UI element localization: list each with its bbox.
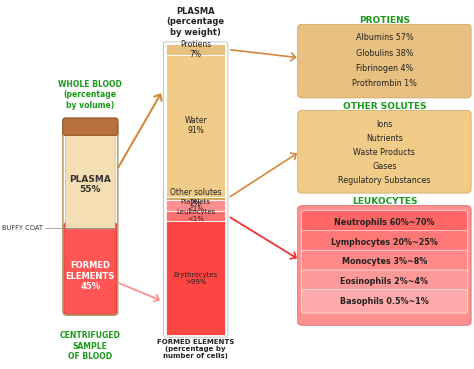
Text: BUFFY COAT: BUFFY COAT <box>2 225 43 231</box>
Text: Globulins 38%: Globulins 38% <box>356 49 413 58</box>
FancyBboxPatch shape <box>301 211 467 234</box>
Text: OTHER SOLUTES: OTHER SOLUTES <box>343 102 426 111</box>
Text: FORMED
ELEMENTS
45%: FORMED ELEMENTS 45% <box>66 261 115 291</box>
Text: PROTIENS: PROTIENS <box>359 16 410 25</box>
FancyBboxPatch shape <box>64 223 117 314</box>
Bar <box>166 200 225 211</box>
FancyBboxPatch shape <box>301 250 467 273</box>
Text: Gases: Gases <box>372 162 397 171</box>
Text: Other solutes
2%: Other solutes 2% <box>170 189 221 208</box>
Text: PLASMA
(percentage
by weight): PLASMA (percentage by weight) <box>166 7 225 37</box>
Text: Leukocytes
<1%: Leukocytes <1% <box>176 210 215 223</box>
Text: Fibrinogen 4%: Fibrinogen 4% <box>356 64 413 73</box>
FancyBboxPatch shape <box>298 24 471 98</box>
Text: WHOLE BLOOD
(percentage
by volume): WHOLE BLOOD (percentage by volume) <box>58 80 122 110</box>
Bar <box>166 197 225 200</box>
Text: Water
91%: Water 91% <box>184 116 207 135</box>
FancyBboxPatch shape <box>65 120 115 133</box>
Bar <box>166 55 225 197</box>
FancyBboxPatch shape <box>301 290 467 313</box>
Text: Nutrients: Nutrients <box>366 134 403 143</box>
Bar <box>166 44 225 55</box>
Text: Waste Products: Waste Products <box>354 148 415 157</box>
FancyBboxPatch shape <box>301 270 467 293</box>
Bar <box>166 221 225 335</box>
FancyBboxPatch shape <box>301 231 467 254</box>
Text: Monocytes 3%~8%: Monocytes 3%~8% <box>342 258 427 266</box>
Text: CENTRIFUGED
SAMPLE
OF BLOOD: CENTRIFUGED SAMPLE OF BLOOD <box>60 331 121 361</box>
Text: Neutrophils 60%~70%: Neutrophils 60%~70% <box>334 218 435 227</box>
Text: Prothrombin 1%: Prothrombin 1% <box>352 79 417 88</box>
Text: Platelets
<1%: Platelets <1% <box>181 199 210 211</box>
Text: Ions: Ions <box>376 120 392 129</box>
Text: Basophils 0.5%~1%: Basophils 0.5%~1% <box>340 297 429 306</box>
FancyBboxPatch shape <box>63 118 118 135</box>
Text: Erythrocytes
>99%: Erythrocytes >99% <box>173 272 218 284</box>
Text: Eosinophils 2%~4%: Eosinophils 2%~4% <box>340 277 428 286</box>
Text: PLASMA
55%: PLASMA 55% <box>69 175 111 194</box>
Text: LEUKOCYTES: LEUKOCYTES <box>352 197 417 206</box>
FancyBboxPatch shape <box>65 130 115 229</box>
Bar <box>166 211 225 221</box>
FancyBboxPatch shape <box>298 110 471 193</box>
Text: Regulatory Substances: Regulatory Substances <box>338 176 430 184</box>
Text: Albumins 57%: Albumins 57% <box>356 34 413 42</box>
Text: Lymphocytes 20%~25%: Lymphocytes 20%~25% <box>331 238 438 246</box>
Text: Protiens
7%: Protiens 7% <box>180 40 211 59</box>
Text: FORMED ELEMENTS
(percentage by
number of cells): FORMED ELEMENTS (percentage by number of… <box>157 339 234 359</box>
FancyBboxPatch shape <box>298 206 471 325</box>
